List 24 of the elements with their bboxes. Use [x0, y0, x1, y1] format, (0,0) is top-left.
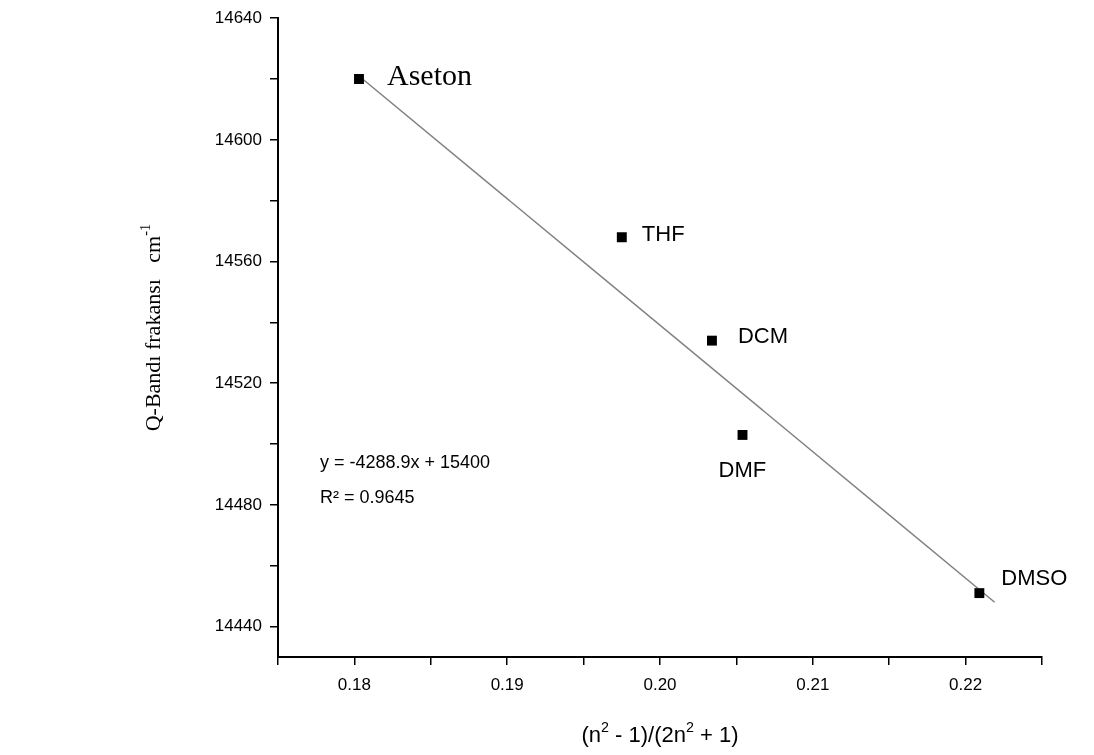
y-axis-title: Q-Bandı frakansı cm-1	[137, 223, 165, 432]
point	[737, 429, 748, 440]
x-tick-label: 0.18	[337, 674, 371, 694]
annotation: R² = 0.9645	[320, 487, 415, 508]
y-tick-label: 14440	[214, 616, 262, 636]
annotation: DCM	[737, 322, 789, 348]
x-tick-label: 0.19	[490, 674, 524, 694]
y-tick-label: 14640	[214, 7, 262, 27]
point	[616, 232, 627, 243]
x-tick-label: 0.20	[643, 674, 677, 694]
y-tick-label: 14560	[214, 251, 262, 271]
annotation: THF	[641, 221, 685, 247]
y-tick-label: 14480	[214, 494, 262, 514]
point	[707, 335, 717, 346]
x-tick-label: 0.22	[949, 674, 983, 694]
annotation: Aseton	[386, 57, 472, 91]
annotation: DMSO	[1001, 565, 1068, 591]
point	[974, 588, 985, 599]
point	[354, 74, 364, 84]
x-tick-label: 0.21	[796, 674, 830, 694]
annotation: y = -4288.9x + 15400	[320, 452, 491, 473]
y-tick-label: 14600	[214, 129, 262, 149]
annotation: DMF	[718, 457, 767, 482]
y-tick-label: 14520	[214, 372, 262, 392]
